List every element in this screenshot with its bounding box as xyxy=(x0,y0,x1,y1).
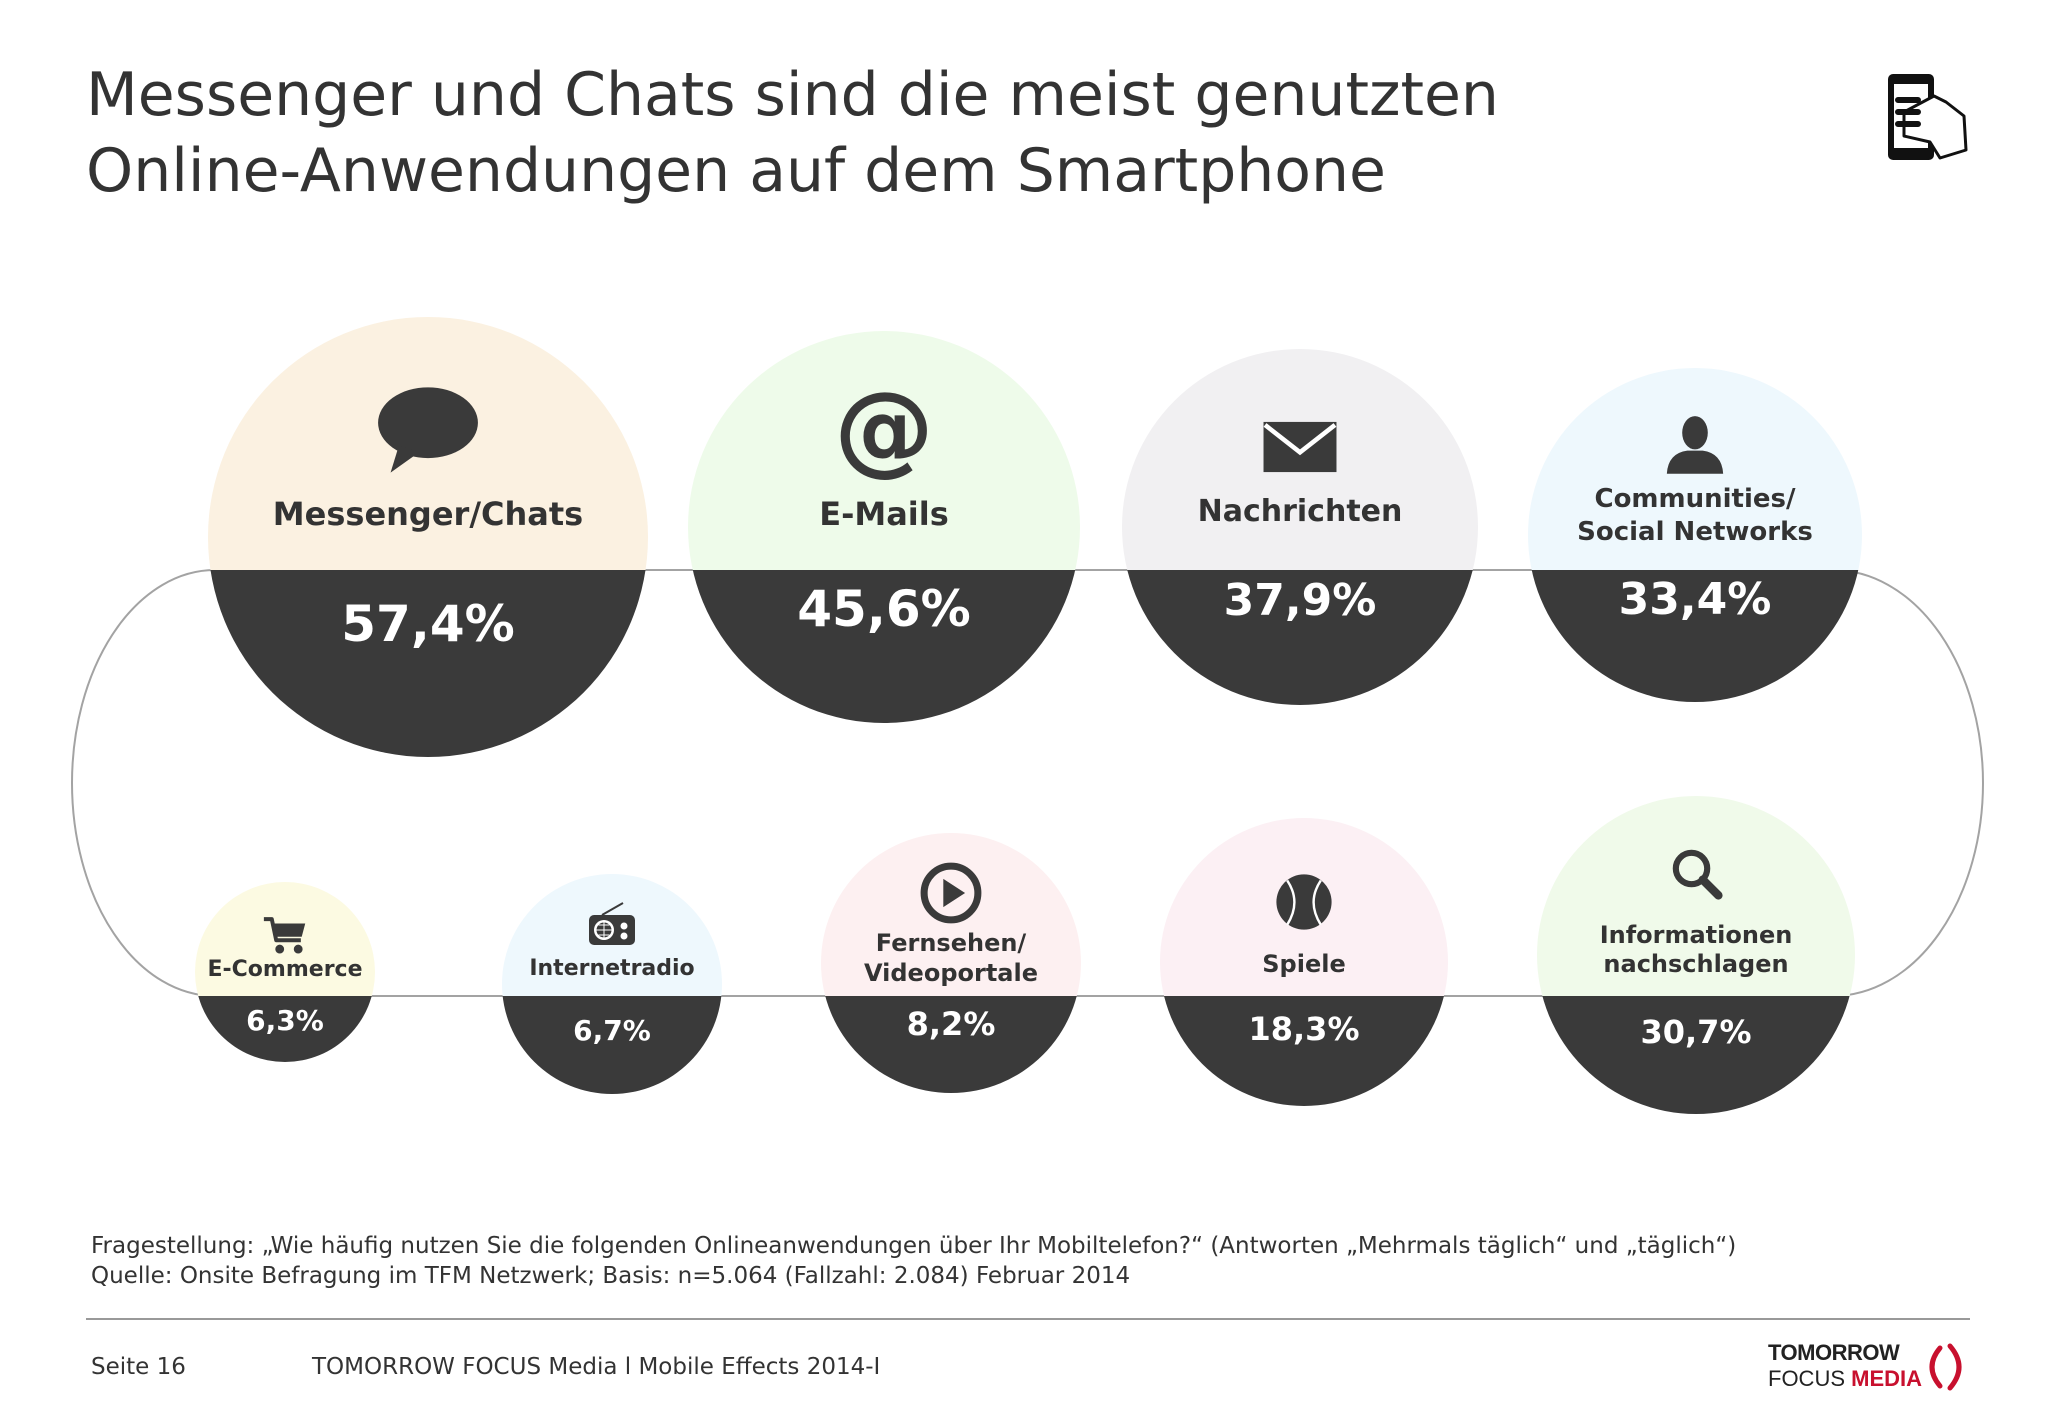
value-label-3: 37,9% xyxy=(1224,575,1377,626)
logo-text-focus: FOCUS xyxy=(1768,1366,1845,1391)
value-label-1: 57,4% xyxy=(341,595,514,653)
at-sign-icon xyxy=(836,384,932,480)
category-label-7: Fernsehen/Videoportale xyxy=(864,929,1038,987)
value-label-5: 30,7% xyxy=(1640,1013,1751,1051)
footer-publisher: TOMORROW FOCUS Media l Mobile Effects 20… xyxy=(312,1354,881,1380)
page-title-line-1: Messenger und Chats sind die meist genut… xyxy=(86,60,1499,130)
envelope-icon xyxy=(1264,422,1337,472)
category-label-3: Nachrichten xyxy=(1198,494,1403,529)
bubble-8: Internetradio 6,7% xyxy=(502,874,722,1094)
value-label-8: 6,7% xyxy=(573,1014,651,1047)
category-label-5: Informationen nachschlagen xyxy=(1600,921,1793,978)
bubble-9: E-Commerce 6,3% xyxy=(195,882,375,1062)
footnote-source: Quelle: Onsite Befragung im TFM Netzwerk… xyxy=(91,1263,1131,1289)
category-label-4: Communities/Social Networks xyxy=(1577,484,1813,547)
value-label-6: 18,3% xyxy=(1248,1010,1359,1048)
logo-text-media: MEDIA xyxy=(1851,1366,1923,1391)
value-label-7: 8,2% xyxy=(907,1005,996,1043)
page-number: Seite 16 xyxy=(91,1354,186,1380)
bubble-4: Communities/Social Networks 33,4% xyxy=(1528,368,1862,702)
footnote-question: Fragestellung: „Wie häufig nutzen Sie di… xyxy=(91,1233,1737,1259)
ball-icon xyxy=(1275,873,1333,931)
category-label-2: E-Mails xyxy=(819,495,949,533)
bubble-5: Informationen nachschlagen 30,7% xyxy=(1537,796,1855,1114)
category-label-9: E-Commerce xyxy=(208,957,363,982)
page-title-line-2: Online-Anwendungen auf dem Smartphone xyxy=(86,136,1386,206)
bubble-3: Nachrichten 37,9% xyxy=(1122,349,1478,705)
category-label-1: Messenger/Chats xyxy=(273,495,583,533)
footer-divider xyxy=(86,1318,1970,1320)
bubble-7: Fernsehen/Videoportale 8,2% xyxy=(821,833,1081,1093)
bubble-2: E-Mails 45,6% xyxy=(688,331,1080,723)
value-label-2: 45,6% xyxy=(797,580,970,638)
logo-text-tomorrow: TOMORROW xyxy=(1768,1340,1900,1365)
logo-text-line-2: FOCUS MEDIA xyxy=(1768,1366,1922,1392)
bubble-6: Spiele 18,3% xyxy=(1160,818,1448,1106)
value-label-9: 6,3% xyxy=(246,1004,324,1037)
logo-arc-icon xyxy=(1929,1343,1962,1391)
tomorrow-focus-media-logo: TOMORROW FOCUS MEDIA xyxy=(1768,1340,1968,1396)
value-label-4: 33,4% xyxy=(1619,574,1772,625)
category-label-8: Internetradio xyxy=(529,956,694,981)
hand-holding-smartphone-icon xyxy=(1888,74,1968,160)
category-label-6: Spiele xyxy=(1262,950,1345,978)
bubble-1: Messenger/Chats 57,4% xyxy=(208,317,648,757)
